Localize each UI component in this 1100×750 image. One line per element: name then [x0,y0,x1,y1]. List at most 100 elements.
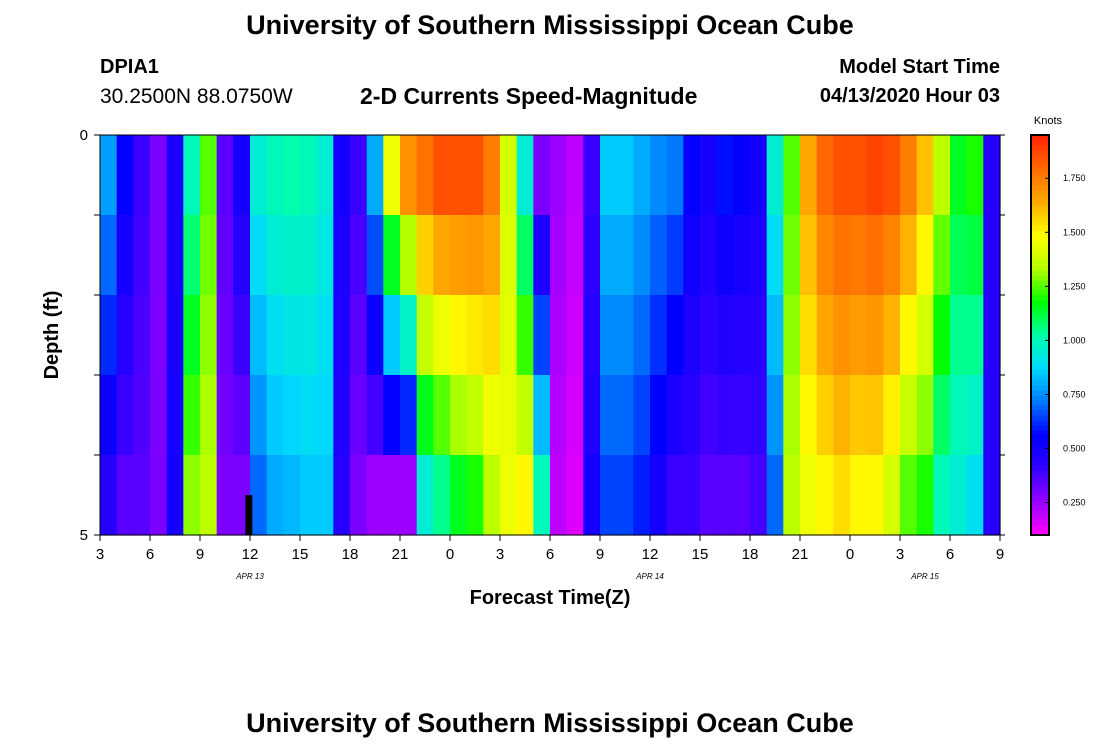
heatmap-cell [916,455,934,536]
x-tick-label: 0 [446,546,454,563]
heatmap-cell [683,455,701,536]
heatmap-cell [850,135,868,216]
colorbar-segment [1031,250,1049,256]
heatmap-cell [166,295,184,376]
heatmap-cell [550,455,568,536]
heatmap-cell [333,375,351,456]
heatmap-cell [250,215,268,296]
heatmap-cell [366,215,384,296]
heatmap-cell [683,375,701,456]
heatmap-cell [650,295,668,376]
heatmap-cell [300,215,318,296]
heatmap-cell [333,215,351,296]
heatmap-cell [400,375,418,456]
heatmap-cell [800,295,818,376]
heatmap-cell [433,295,451,376]
heatmap-cell [533,455,551,536]
colorbar-tick-label: 1.000 [1063,335,1086,345]
colorbar-segment [1031,420,1049,426]
x-tick-label: 12 [642,546,659,563]
heatmap-cell [616,455,634,536]
heatmap-cell [116,455,134,536]
model-start-time: 04/13/2020 Hour 03 [819,85,1000,107]
heatmap-cell [750,455,768,536]
heatmap-cell [116,295,134,376]
heatmap-cell [833,215,851,296]
date-label: APR 13 [235,572,264,581]
heatmap-cell [866,215,884,296]
heatmap-cell [100,215,118,296]
x-tick-label: 9 [596,546,604,563]
heatmap-cell [666,455,684,536]
heatmap-cell [866,295,884,376]
colorbar-segment [1031,505,1049,511]
heatmap-cell [850,455,868,536]
colorbar-segment [1031,360,1049,366]
heatmap-cell [166,455,184,536]
colorbar-segment [1031,305,1049,311]
heatmap-cell [200,135,218,216]
heatmap-cell [216,295,234,376]
heatmap-cell [483,135,501,216]
heatmap-cell [966,455,984,536]
heatmap-cell [100,455,118,536]
heatmap-cell [583,375,601,456]
colorbar-segment [1031,175,1049,181]
heatmap-cell [483,455,501,536]
colorbar-segment [1031,500,1049,506]
colorbar-segment [1031,190,1049,196]
colorbar-segment [1031,340,1049,346]
heatmap-cell [900,215,918,296]
heatmap-cell [183,135,201,216]
heatmap-cell [583,215,601,296]
heatmap-cell [816,455,834,536]
heatmap-cell [233,135,251,216]
heatmap-cell [783,455,801,536]
heatmap-cell [650,215,668,296]
heatmap-cell [366,455,384,536]
heatmap-cell [983,455,1001,536]
colorbar-segment [1031,480,1049,486]
heatmap-cell [500,215,518,296]
heatmap-cell [400,135,418,216]
heatmap-cell [116,375,134,456]
heatmap-cell [383,455,401,536]
x-tick-label: 18 [742,546,759,563]
colorbar-segment [1031,265,1049,271]
x-tick-label: 15 [692,546,709,563]
heatmap-cell [633,455,651,536]
heatmap-cell [216,375,234,456]
heatmap-cell [666,295,684,376]
heatmap-cell [533,215,551,296]
heatmap-cell [983,135,1001,216]
colorbar-segment [1031,285,1049,291]
heatmap-cell [633,135,651,216]
colorbar-segment [1031,405,1049,411]
heatmap-cell [816,295,834,376]
colorbar-segment [1031,380,1049,386]
colorbar-segment [1031,325,1049,331]
colorbar-segment [1031,385,1049,391]
heatmap-cell [900,295,918,376]
colorbar-segment [1031,240,1049,246]
heatmap-cell [933,215,951,296]
heatmap-cell [450,455,468,536]
heatmap-cell [916,135,934,216]
heatmap-cell [416,375,434,456]
heatmap-cell [266,295,284,376]
colorbar-segment [1031,165,1049,171]
colorbar-segment [1031,490,1049,496]
heatmap-cell [883,215,901,296]
heatmap-cell [200,215,218,296]
colorbar-segment [1031,395,1049,401]
colorbar-unit-label: Knots [1034,115,1063,127]
colorbar-segment [1031,135,1049,141]
x-tick-label: 12 [242,546,259,563]
heatmap-cell [300,375,318,456]
heatmap-cell [633,375,651,456]
colorbar-segment [1031,510,1049,516]
station-coordinates: 30.2500N 88.0750W [100,85,293,108]
heatmap-cell [133,455,151,536]
heatmap-cell [566,375,584,456]
